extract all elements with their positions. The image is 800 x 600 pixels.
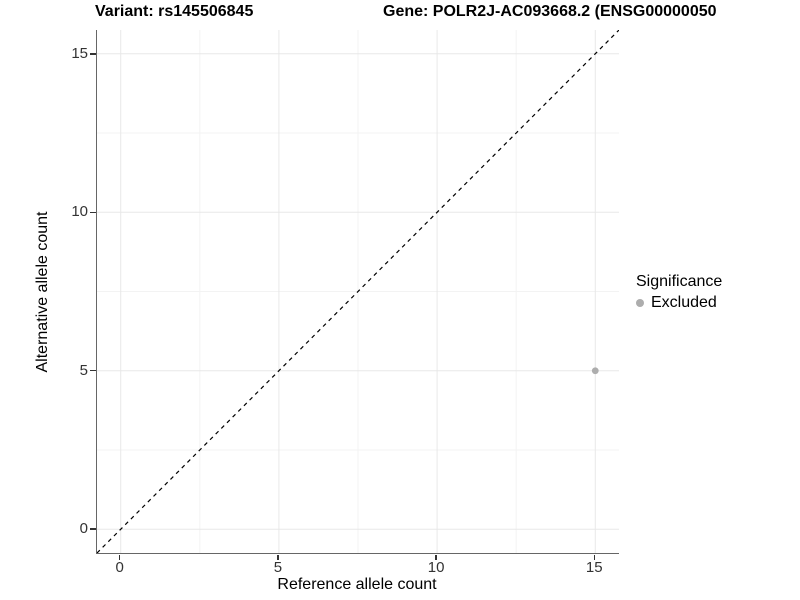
x-tick-mark (593, 555, 596, 560)
y-tick-mark (90, 53, 96, 55)
legend-title: Significance (636, 273, 723, 290)
y-tick-mark (90, 528, 96, 530)
y-tick-label: 15 (71, 44, 88, 62)
gene-title: Gene: POLR2J-AC093668.2 (ENSG00000050 (383, 3, 717, 20)
title-row: Variant: rs145506845 Gene: POLR2J-AC0936… (0, 3, 800, 25)
legend-entry: Excluded (636, 294, 722, 312)
x-tick-label: 5 (273, 559, 283, 576)
legend: Significance Excluded (636, 273, 722, 312)
y-tick-label: 0 (79, 520, 88, 538)
plot-canvas (97, 30, 619, 553)
x-tick-label: 0 (115, 559, 124, 576)
x-axis-title: Reference allele count (277, 576, 437, 593)
plot-panel (96, 30, 619, 554)
y-tick-mark (90, 369, 96, 372)
x-tick-mark (277, 555, 279, 560)
legend-entries: Excluded (636, 294, 722, 312)
legend-entry-label: Excluded (651, 294, 717, 311)
legend-key-dot-icon (636, 299, 644, 307)
y-tick-mark (90, 211, 96, 213)
y-tick-label: 5 (79, 361, 88, 379)
y-axis-title-text: Alternative allele count (34, 211, 51, 373)
variant-title: Variant: rs145506845 (95, 3, 254, 20)
x-tick-label: 10 (427, 559, 445, 576)
identity-reference-line (97, 30, 619, 553)
x-tick-mark (118, 555, 121, 560)
data-point (591, 367, 599, 375)
x-tick-label: 15 (585, 559, 603, 576)
y-tick-label: 10 (71, 203, 88, 221)
x-tick-mark (435, 555, 437, 560)
